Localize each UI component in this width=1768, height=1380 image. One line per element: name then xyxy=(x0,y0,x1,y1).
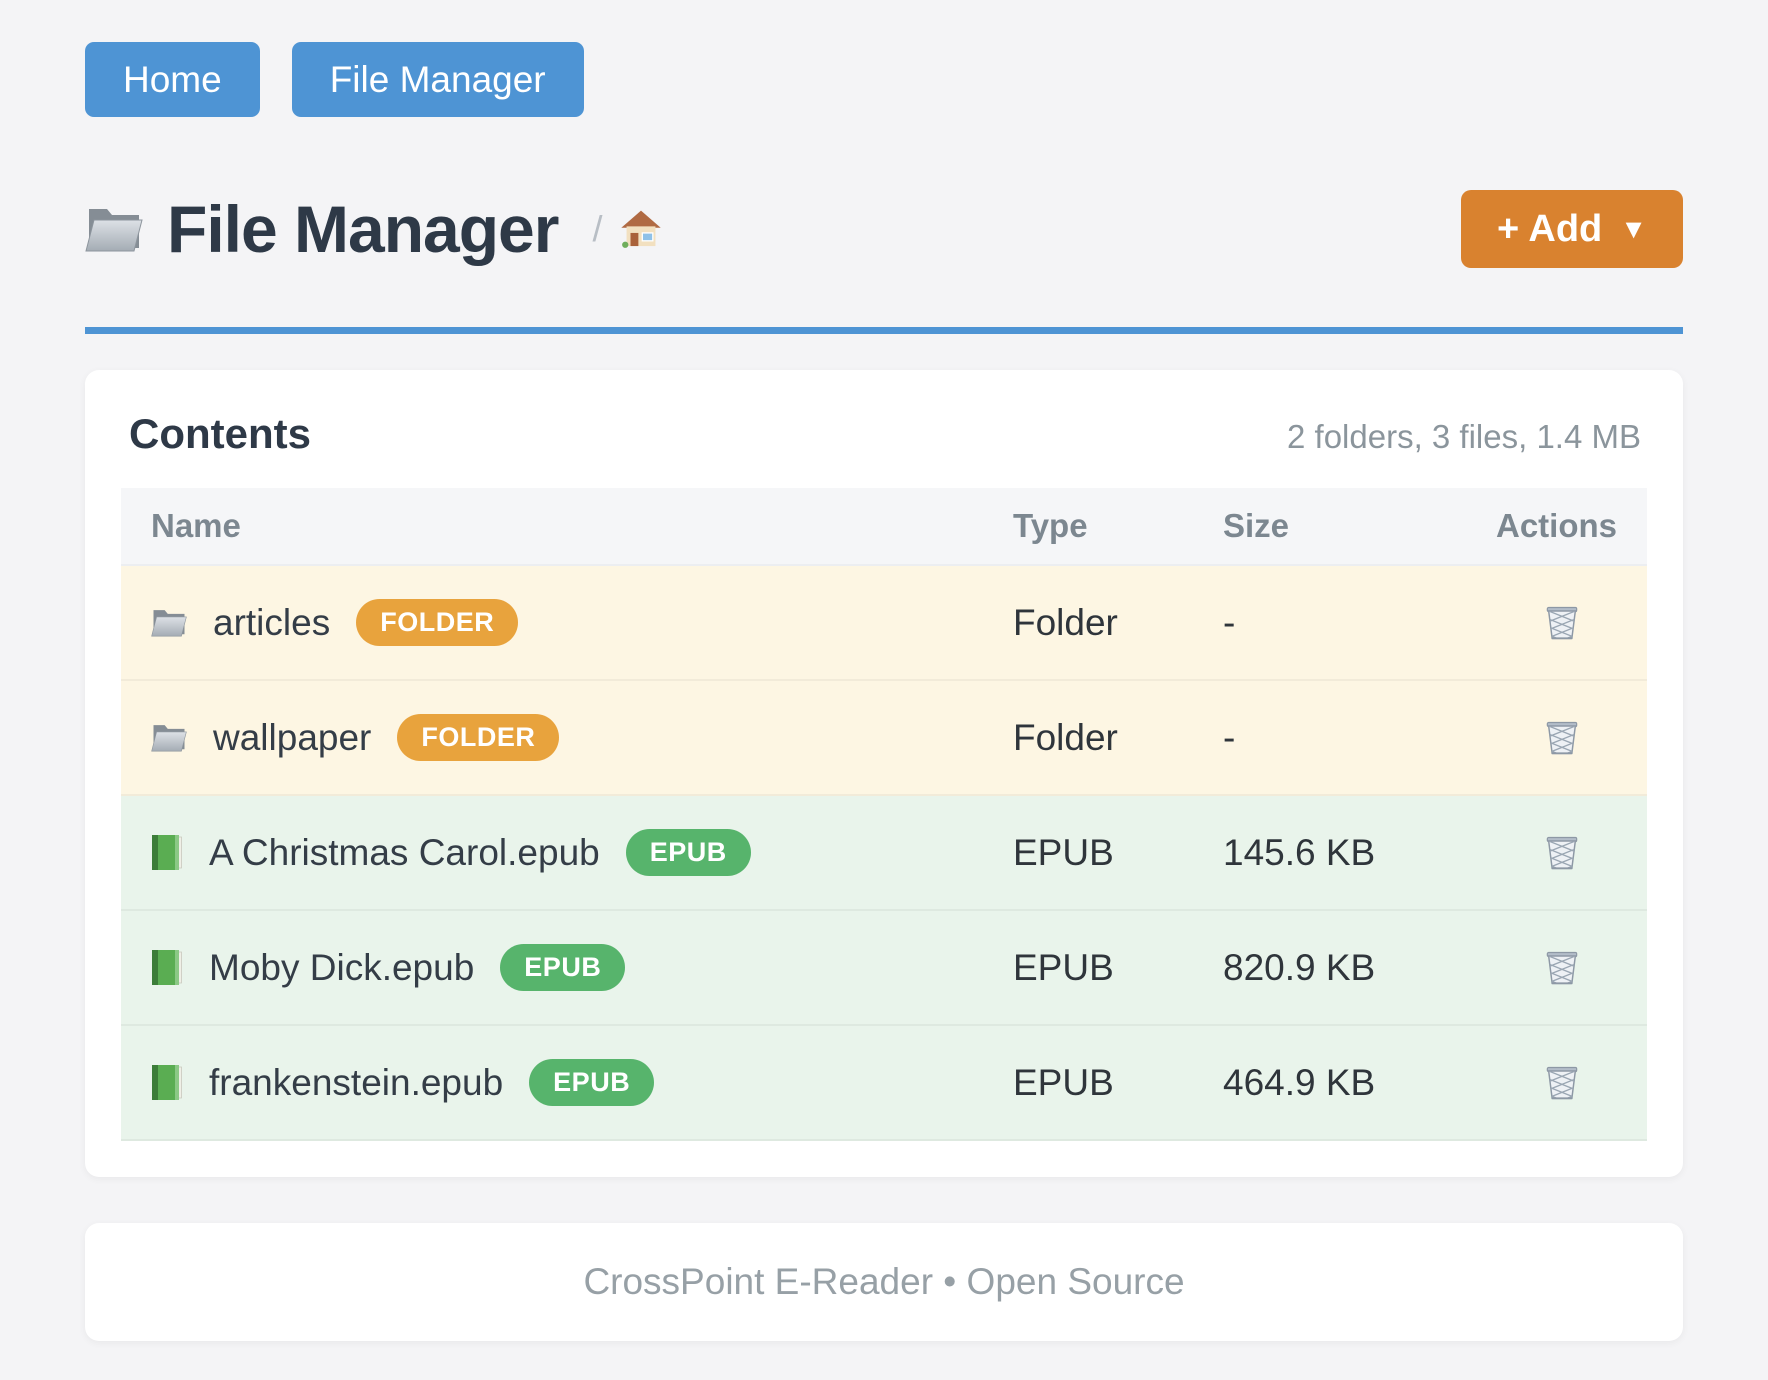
breadcrumb-separator: / xyxy=(592,208,603,249)
table-row: A Christmas Carol.epub EPUB EPUB 145.6 K… xyxy=(121,796,1647,911)
folder-icon xyxy=(85,204,143,254)
column-header-name: Name xyxy=(151,507,241,544)
table-row: Moby Dick.epub EPUB EPUB 820.9 KB xyxy=(121,911,1647,1026)
size-cell: 145.6 KB xyxy=(1223,831,1376,873)
size-cell: 820.9 KB xyxy=(1223,946,1376,988)
column-header-size: Size xyxy=(1223,507,1290,544)
caret-down-icon: ▼ xyxy=(1620,213,1647,244)
trash-icon xyxy=(1544,603,1580,643)
folder-icon xyxy=(151,722,187,753)
type-badge: EPUB xyxy=(529,1059,655,1106)
page-header: File Manager / + Add ▼ xyxy=(85,189,1683,269)
size-cell: 464.9 KB xyxy=(1223,1061,1376,1103)
home-icon xyxy=(620,208,662,250)
file-name-link[interactable]: wallpaper FOLDER xyxy=(121,714,983,761)
trash-icon xyxy=(1544,1063,1580,1103)
add-button[interactable]: + Add ▼ xyxy=(1461,190,1683,268)
file-name: Moby Dick.epub xyxy=(209,946,475,988)
trash-icon xyxy=(1544,948,1580,988)
type-badge: EPUB xyxy=(500,944,626,991)
footer-text: CrossPoint E-Reader • Open Source xyxy=(583,1261,1185,1302)
file-table: Name Type Size Actions articles FOLDER F… xyxy=(121,488,1647,1141)
file-name: articles xyxy=(213,601,331,643)
type-cell: EPUB xyxy=(1013,946,1114,988)
file-name: A Christmas Carol.epub xyxy=(209,831,600,873)
footer: CrossPoint E-Reader • Open Source xyxy=(85,1223,1683,1341)
table-header-row: Name Type Size Actions xyxy=(121,488,1647,566)
file-name-link[interactable]: Moby Dick.epub EPUB xyxy=(121,944,983,991)
file-manager-nav-button[interactable]: File Manager xyxy=(291,42,584,117)
folder-icon xyxy=(151,607,187,638)
delete-button[interactable] xyxy=(1538,1057,1586,1109)
trash-icon xyxy=(1544,718,1580,758)
top-nav: Home File Manager xyxy=(85,42,1683,117)
breadcrumb-home-link[interactable] xyxy=(620,208,662,250)
home-nav-button[interactable]: Home xyxy=(85,42,260,117)
green-book-icon xyxy=(151,1064,183,1102)
file-name: frankenstein.epub xyxy=(209,1061,504,1103)
type-cell: EPUB xyxy=(1013,1061,1114,1103)
delete-button[interactable] xyxy=(1538,942,1586,994)
delete-button[interactable] xyxy=(1538,597,1586,649)
file-manager-page: Home File Manager File Manager / + Add ▼… xyxy=(85,0,1683,1341)
table-row: frankenstein.epub EPUB EPUB 464.9 KB xyxy=(121,1026,1647,1141)
column-header-type: Type xyxy=(1013,507,1088,544)
size-cell: - xyxy=(1223,716,1236,758)
file-name-link[interactable]: A Christmas Carol.epub EPUB xyxy=(121,829,983,876)
trash-icon xyxy=(1544,833,1580,873)
size-cell: - xyxy=(1223,601,1236,643)
table-row: wallpaper FOLDER Folder - xyxy=(121,681,1647,796)
type-cell: EPUB xyxy=(1013,831,1114,873)
type-cell: Folder xyxy=(1013,716,1118,758)
add-button-label: + Add xyxy=(1497,207,1603,250)
type-badge: EPUB xyxy=(625,829,751,876)
file-name-link[interactable]: articles FOLDER xyxy=(121,599,983,646)
file-name-link[interactable]: frankenstein.epub EPUB xyxy=(121,1059,983,1106)
contents-card-header: Contents 2 folders, 3 files, 1.4 MB xyxy=(121,404,1647,488)
green-book-icon xyxy=(151,834,183,872)
type-badge: FOLDER xyxy=(356,599,519,646)
delete-button[interactable] xyxy=(1538,827,1586,879)
contents-title: Contents xyxy=(129,410,311,457)
green-book-icon xyxy=(151,949,183,987)
type-cell: Folder xyxy=(1013,601,1118,643)
breadcrumb: / xyxy=(592,208,662,250)
type-badge: FOLDER xyxy=(397,714,560,761)
title-divider xyxy=(85,327,1683,334)
title-group: File Manager / xyxy=(85,191,662,267)
file-name: wallpaper xyxy=(213,716,372,758)
contents-summary: 2 folders, 3 files, 1.4 MB xyxy=(1287,418,1641,455)
table-row: articles FOLDER Folder - xyxy=(121,566,1647,681)
contents-card: Contents 2 folders, 3 files, 1.4 MB Name… xyxy=(85,370,1683,1177)
column-header-actions: Actions xyxy=(1495,507,1617,544)
page-title: File Manager xyxy=(167,192,559,266)
delete-button[interactable] xyxy=(1538,712,1586,764)
